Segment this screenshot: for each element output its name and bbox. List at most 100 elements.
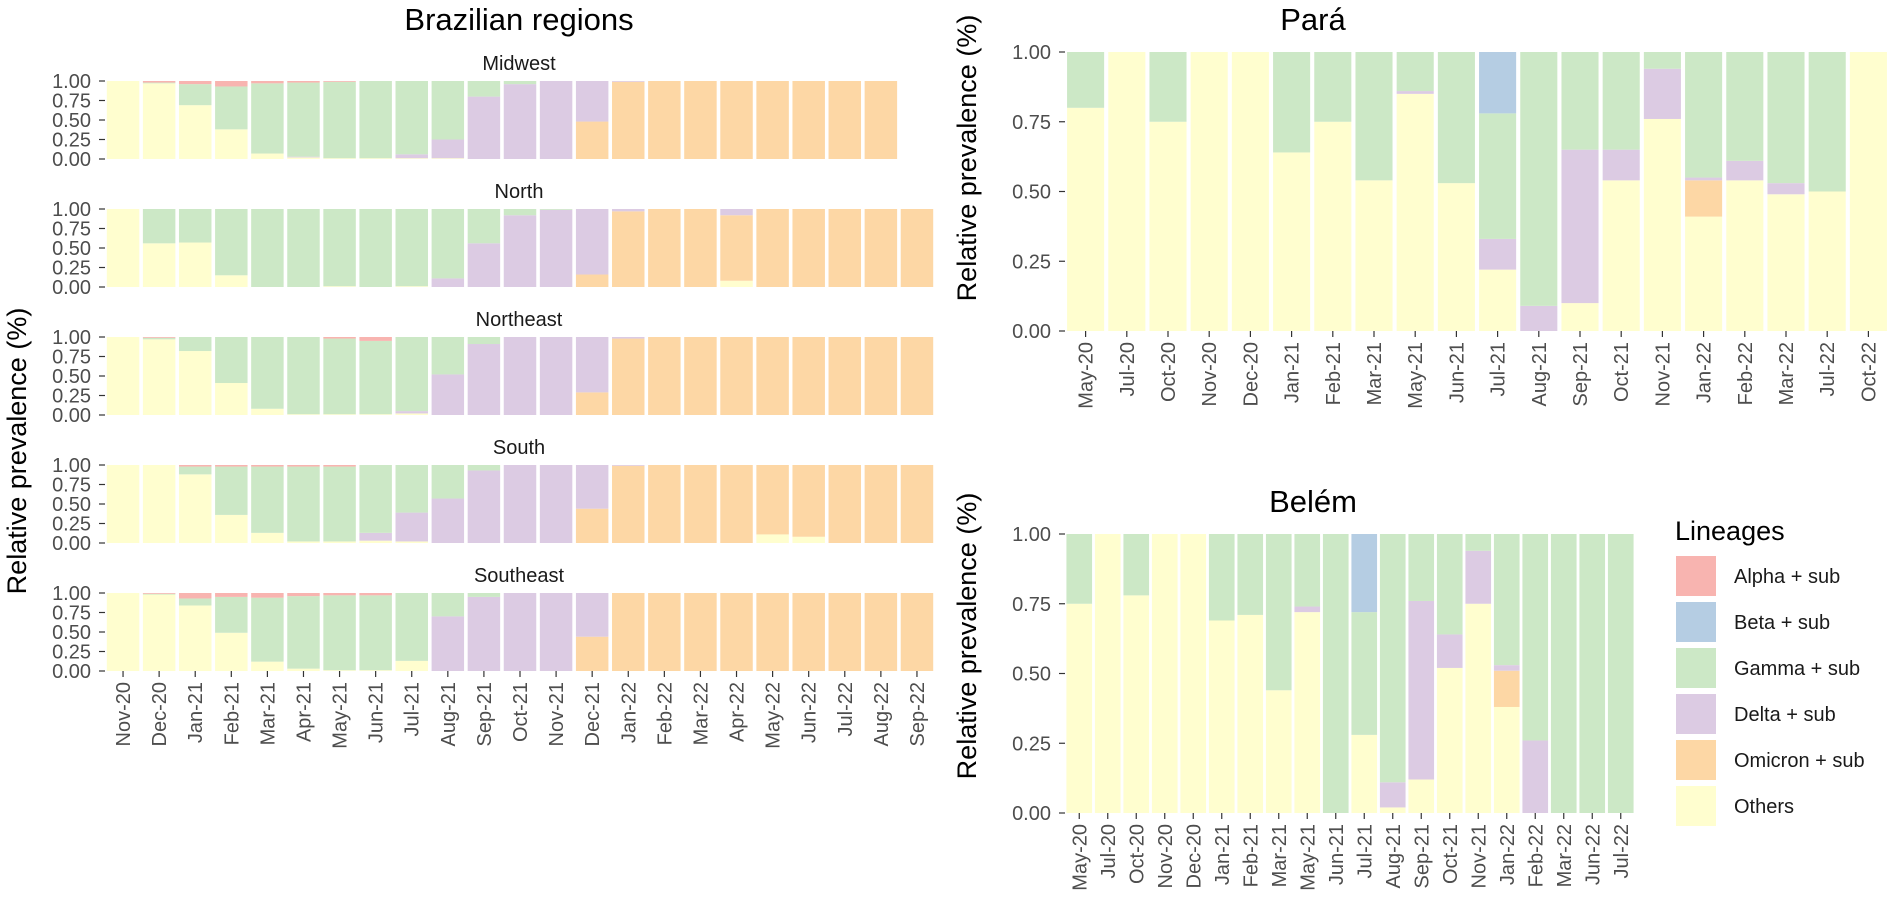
belem-bar-gamma-May-20 — [1066, 534, 1093, 604]
facet-north-bar-omicron-Aug-22 — [864, 209, 898, 287]
legend-item-omicron: Omicron + sub — [1676, 740, 1865, 780]
legend-item-others: Others — [1676, 786, 1794, 826]
facet-midwest-bar-alpha-Feb-21 — [215, 81, 248, 87]
facet-north-y-tick-label: 1.00 — [52, 199, 91, 221]
facet-midwest-bar-others-Jun-21 — [359, 158, 392, 159]
facet-midwest-bar-others-Dec-20 — [142, 83, 176, 159]
facet-northeast-bar-alpha-May-21 — [323, 337, 356, 339]
para-bar-others-Jul-21 — [1479, 269, 1517, 331]
facet-northeast-bar-gamma-Feb-21 — [215, 337, 248, 384]
facet-midwest-bar-others-Jul-21 — [395, 158, 428, 159]
facet-northeast-bar-delta-Aug-21 — [431, 374, 465, 415]
facet-north-bar-omicron-Apr-22 — [720, 215, 753, 281]
facet-southeast-bar-delta-Nov-21 — [539, 593, 573, 671]
para-bar-others-May-20 — [1067, 107, 1105, 331]
facet-south-bar-delta-Oct-21 — [503, 465, 537, 543]
facet-south-bar-others-Mar-21 — [251, 532, 284, 543]
facet-south-bar-omicron-Feb-22 — [648, 465, 681, 543]
para-x-tick-label: Jul-21 — [1488, 342, 1510, 396]
facet-south-bar-others-Jan-21 — [178, 474, 212, 543]
facet-south-bar-alpha-Apr-21 — [287, 465, 320, 467]
belem-x-tick-label: Aug-21 — [1383, 824, 1405, 889]
para-x-tick-label: Feb-22 — [1735, 342, 1757, 405]
facet-south-bar-gamma-Mar-21 — [251, 466, 284, 533]
facet-title: Northeast — [476, 309, 563, 331]
para-x-tick-label: Mar-22 — [1776, 342, 1798, 405]
facet-midwest-bar-delta-Oct-21 — [503, 84, 537, 159]
belem-bar-gamma-May-21 — [1294, 534, 1321, 607]
brazilian-regions-x-tick-label: Dec-20 — [149, 682, 171, 746]
para-bar-gamma-Feb-21 — [1314, 52, 1352, 122]
para-x-tick-label: Sep-21 — [1570, 342, 1592, 407]
facet-northeast-bar-omicron-Jun-22 — [792, 337, 825, 415]
belem-bar-others-Jul-21 — [1351, 734, 1378, 813]
belem-y-axis-title: Relative prevalence (%) — [952, 493, 982, 780]
facet-south-y-tick-label: 0.25 — [52, 514, 91, 536]
facet-southeast-bar-omicron-Apr-22 — [720, 593, 753, 671]
belem-bar-gamma-Jun-21 — [1322, 534, 1349, 813]
brazilian-regions-x-tick-label: Feb-22 — [654, 682, 676, 745]
facet-northeast-bar-gamma-Sep-21 — [467, 337, 501, 345]
belem-x-tick-label: Feb-21 — [1240, 824, 1262, 887]
facet-south-bar-others-Apr-21 — [287, 541, 320, 543]
brazilian-regions-title: Brazilian regions — [404, 2, 633, 37]
belem-bar-others-Oct-21 — [1436, 667, 1463, 813]
facet-south-bar-omicron-Sep-22 — [900, 465, 934, 543]
belem-bar-others-Aug-21 — [1379, 807, 1406, 813]
para-x-tick-label: Feb-21 — [1323, 342, 1345, 405]
belem-x-tick-label: Dec-20 — [1183, 824, 1205, 888]
belem-x-tick-label: Jul-22 — [1611, 824, 1633, 878]
belem-bar-others-May-20 — [1066, 603, 1093, 813]
facet-title: South — [493, 437, 545, 459]
facet-northeast: Northeast 0.000.250.500.751.00 — [52, 309, 934, 427]
facet-southeast-bar-omicron-Sep-22 — [900, 593, 934, 671]
belem-bar-others-Feb-21 — [1237, 614, 1264, 813]
brazilian-regions-x-tick-label: Jul-22 — [835, 682, 857, 736]
facet-midwest-y-tick-label: 0.75 — [52, 91, 91, 113]
legend-label-beta: Beta + sub — [1734, 612, 1830, 634]
brazilian-regions-x-tick-label: Oct-21 — [510, 682, 532, 742]
facet-south-y-tick-label: 0.50 — [52, 494, 91, 516]
para-bar-others-Feb-22 — [1726, 180, 1764, 331]
belem-bar-delta-Aug-21 — [1379, 782, 1406, 808]
facet-southeast-bar-omicron-Jan-22 — [612, 593, 645, 671]
legend-label-delta: Delta + sub — [1734, 704, 1836, 726]
facet-southeast-bar-omicron-Jun-22 — [792, 593, 825, 671]
belem-y-tick-label: 0.25 — [1012, 733, 1051, 755]
para-x-tick-label: Jul-22 — [1817, 342, 1839, 396]
facet-south-bar-omicron-Mar-22 — [684, 465, 717, 543]
facet-south-bar-gamma-Jul-21 — [395, 465, 428, 513]
para-bar-delta-Aug-21 — [1520, 305, 1558, 331]
para-bar-gamma-Jul-21 — [1479, 113, 1517, 239]
facet-midwest-bar-gamma-Jan-21 — [178, 84, 212, 106]
para-bar-delta-Feb-22 — [1726, 160, 1764, 181]
para-x-tick-label: May-21 — [1405, 342, 1427, 409]
facet-southeast-bar-delta-Dec-21 — [575, 593, 609, 637]
facet-north-bar-gamma-Mar-21 — [251, 209, 284, 287]
facet-midwest-bar-delta-Jul-21 — [395, 154, 428, 159]
para-x-tick-label: Jun-21 — [1446, 342, 1468, 403]
brazilian-regions-x-tick-label: Sep-21 — [474, 682, 496, 747]
brazilian-regions-x-tick-label: Nov-20 — [113, 682, 135, 746]
facet-midwest-bar-omicron-Dec-21 — [575, 121, 609, 159]
legend-items: Alpha + sub Beta + sub Gamma + sub Delta + … — [1676, 556, 1865, 826]
facet-midwest-bar-omicron-Jun-22 — [792, 81, 825, 159]
facet-south-bar-gamma-Aug-21 — [431, 465, 465, 499]
legend-item-alpha: Alpha + sub — [1676, 556, 1840, 596]
belem-x-tick-label: Sep-21 — [1411, 824, 1433, 889]
para-chart: Pará Relative prevalence (%) 0.00 0.25 0.5… — [952, 2, 1887, 409]
belem-y-tick-label: 0.00 — [1012, 803, 1051, 825]
facet-north-bar-gamma-Jan-21 — [178, 209, 212, 243]
facet-north-y-tick-label: 0.50 — [52, 238, 91, 260]
belem-bar-gamma-Nov-21 — [1465, 534, 1492, 551]
facet-northeast-bar-others-Feb-21 — [215, 383, 248, 415]
para-bar-others-Feb-21 — [1314, 121, 1352, 331]
facet-midwest-bar-others-Jan-21 — [178, 105, 212, 159]
facet-south-bar-delta-Aug-21 — [431, 498, 465, 543]
legend-label-alpha: Alpha + sub — [1734, 566, 1840, 588]
facet-north-bar-others-Dec-20 — [142, 243, 176, 287]
para-bar-others-Nov-20 — [1190, 52, 1228, 331]
facet-southeast-bar-alpha-May-21 — [323, 593, 356, 596]
facet-midwest-bar-others-Nov-20 — [106, 81, 140, 159]
belem-y-tick-label: 1.00 — [1012, 524, 1051, 546]
